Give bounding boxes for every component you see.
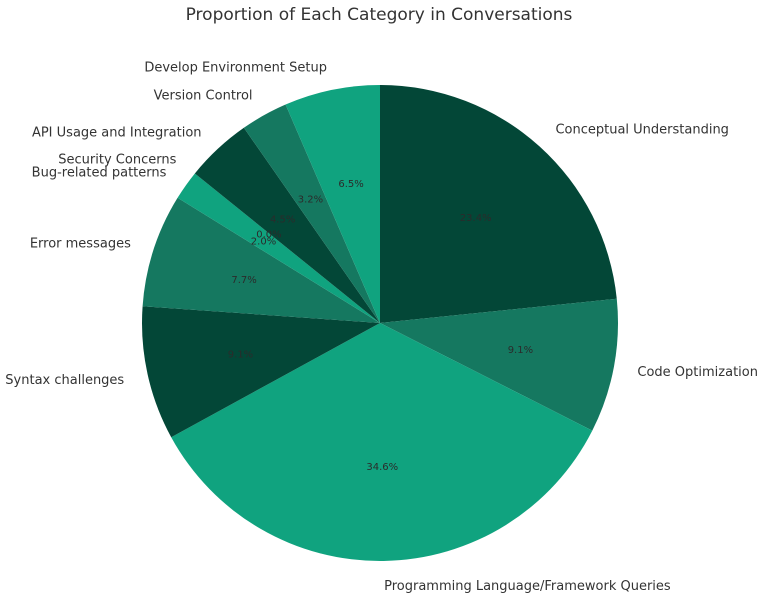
label-conceptual-understanding: Conceptual Understanding: [555, 123, 729, 138]
slice-syntax-challenges: [142, 306, 380, 438]
label-error-messages: Error messages: [30, 237, 131, 252]
pct-label-version-control: 3.2%: [298, 194, 323, 205]
slice-conceptual-understanding: [380, 85, 617, 323]
pct-label-conceptual-understanding: 23.4%: [460, 213, 492, 224]
pct-label-syntax-challenges: 9.1%: [228, 349, 253, 360]
pct-label-programming-language-framework-queries: 34.6%: [366, 462, 398, 473]
label-develop-environment-setup: Develop Environment Setup: [144, 61, 327, 76]
slice-error-messages: [142, 197, 380, 323]
category-labels: Conceptual Understanding Code Optimizatio…: [5, 61, 758, 594]
chart-title: Proportion of Each Category in Conversat…: [186, 5, 573, 25]
label-programming-language-framework-queries: Programming Language/Framework Queries: [384, 579, 671, 594]
label-syntax-challenges: Syntax challenges: [5, 373, 124, 388]
label-security-concerns: Security Concerns: [58, 152, 176, 167]
pct-label-security-concerns: 0.0%: [256, 229, 281, 240]
percentage-labels: 23.4% 9.1% 34.6% 9.1% 7.7% 2.0%0.0% 4.5%3.2% 6.…: [228, 179, 533, 473]
label-code-optimization: Code Optimization: [637, 365, 758, 380]
slice-version-control: [243, 104, 380, 323]
label-bug-related-patterns: Bug-related patterns: [32, 166, 167, 181]
pct-label-api-usage-and-integration: 4.5%: [270, 215, 295, 226]
label-version-control: Version Control: [154, 88, 253, 103]
slice-api-usage-and-integration: [194, 127, 380, 323]
slice-programming-language-framework-queries: [171, 323, 593, 562]
pct-label-error-messages: 7.7%: [231, 275, 256, 286]
pct-label-bug-related-patterns: 2.0%: [251, 236, 276, 247]
slice-develop-environment-setup: [285, 85, 380, 323]
slice-bug-related-patterns: [177, 173, 380, 323]
label-api-usage-and-integration: API Usage and Integration: [32, 125, 202, 140]
pie-slices: [142, 85, 618, 562]
slice-code-optimization: [380, 298, 618, 431]
pct-label-code-optimization: 9.1%: [508, 345, 533, 356]
pct-label-develop-environment-setup: 6.5%: [338, 179, 363, 190]
